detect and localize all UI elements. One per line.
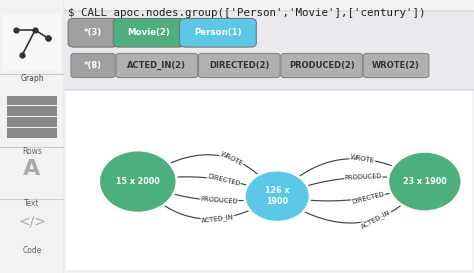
Text: WROTE(2): WROTE(2) xyxy=(372,61,420,70)
FancyBboxPatch shape xyxy=(68,19,118,47)
FancyBboxPatch shape xyxy=(71,54,115,78)
Text: DIRECTED: DIRECTED xyxy=(351,191,385,205)
FancyBboxPatch shape xyxy=(62,11,474,90)
Text: Text: Text xyxy=(24,199,40,208)
Text: Person(1): Person(1) xyxy=(194,28,242,37)
Text: 23 x 1900: 23 x 1900 xyxy=(403,177,447,186)
Text: PRODUCED(2): PRODUCED(2) xyxy=(289,61,355,70)
Ellipse shape xyxy=(99,150,177,213)
FancyBboxPatch shape xyxy=(199,54,280,78)
Text: DIRECTED: DIRECTED xyxy=(207,173,241,187)
Text: Movie(2): Movie(2) xyxy=(128,28,170,37)
FancyBboxPatch shape xyxy=(113,19,184,47)
Text: 126 x
1900: 126 x 1900 xyxy=(265,186,290,206)
Text: WROTE: WROTE xyxy=(219,151,244,167)
Text: PRODUCED: PRODUCED xyxy=(200,196,238,205)
Text: *(8): *(8) xyxy=(84,61,102,70)
Text: 15 x 2000: 15 x 2000 xyxy=(116,177,160,186)
Text: ACTED_IN: ACTED_IN xyxy=(201,213,234,224)
Text: PRODUCED: PRODUCED xyxy=(345,173,383,181)
FancyBboxPatch shape xyxy=(363,54,429,78)
Text: *(3): *(3) xyxy=(84,28,102,37)
FancyBboxPatch shape xyxy=(3,14,61,71)
FancyBboxPatch shape xyxy=(116,54,198,78)
Text: $ CALL apoc.nodes.group(['Person','Movie'],['century']): $ CALL apoc.nodes.group(['Person','Movie… xyxy=(68,8,426,18)
FancyBboxPatch shape xyxy=(180,19,256,47)
Text: WROTE: WROTE xyxy=(350,154,375,164)
FancyBboxPatch shape xyxy=(8,106,56,116)
Ellipse shape xyxy=(388,152,462,212)
Text: DIRECTED(2): DIRECTED(2) xyxy=(209,61,269,70)
Text: </>: </> xyxy=(18,214,46,228)
Text: Code: Code xyxy=(22,246,42,255)
Text: Graph: Graph xyxy=(20,74,44,83)
FancyBboxPatch shape xyxy=(8,128,56,138)
FancyBboxPatch shape xyxy=(8,96,56,105)
Ellipse shape xyxy=(245,170,310,222)
FancyBboxPatch shape xyxy=(281,54,363,78)
FancyBboxPatch shape xyxy=(66,90,472,270)
FancyBboxPatch shape xyxy=(8,117,56,127)
Text: ACTED_IN: ACTED_IN xyxy=(360,208,392,230)
Text: A: A xyxy=(23,159,41,179)
Text: Rows: Rows xyxy=(22,147,42,156)
Text: ACTED_IN(2): ACTED_IN(2) xyxy=(128,61,186,70)
